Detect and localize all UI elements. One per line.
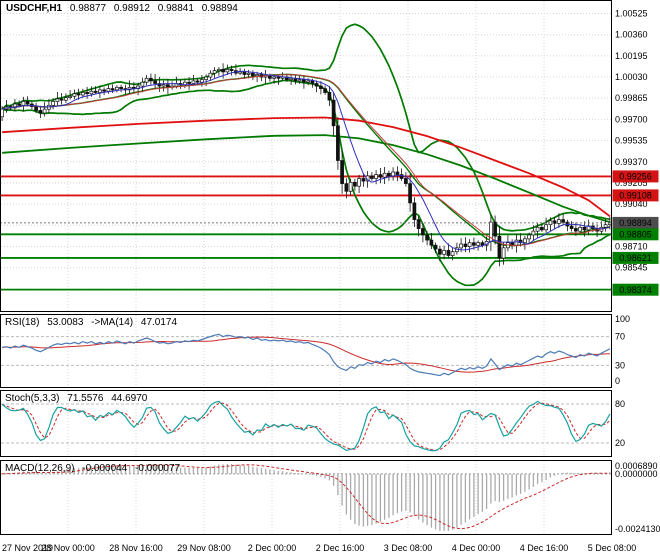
svg-text:0.99700: 0.99700 xyxy=(615,114,648,124)
time-axis-label: 4 Dec 16:00 xyxy=(519,543,569,553)
svg-text:0.98805: 0.98805 xyxy=(619,230,652,240)
svg-text:20: 20 xyxy=(615,438,625,448)
svg-text:1.00030: 1.00030 xyxy=(615,72,648,82)
svg-text:1.00195: 1.00195 xyxy=(615,51,648,61)
rsi-ma-name: ->MA(14) xyxy=(91,317,134,328)
macd-name: MACD(12,26,9) xyxy=(5,463,75,474)
svg-text:0.98621: 0.98621 xyxy=(619,253,652,263)
stoch-name: Stoch(5,3,3) xyxy=(5,393,60,404)
main-price-chart[interactable]: 1.00525 1.00360 1.00195 1.00030 0.99865 0.997… xyxy=(0,0,660,312)
stochastic-label: Stoch(5,3,3) 71.5576 44.6970 xyxy=(5,393,152,404)
time-axis-label: 28 Nov 16:00 xyxy=(109,543,163,553)
stoch-value: 71.5576 xyxy=(67,393,104,404)
svg-text:0.0006890: 0.0006890 xyxy=(615,461,658,471)
svg-text:0.98710: 0.98710 xyxy=(615,242,648,252)
rsi-series xyxy=(2,333,611,377)
time-axis[interactable]: 27 Nov 2019 28 Nov 00:00 28 Nov 16:00 29 No… xyxy=(0,536,660,560)
svg-text:30: 30 xyxy=(615,360,625,370)
main-plot-border xyxy=(0,0,612,312)
grid-vertical xyxy=(67,391,545,456)
svg-text:1.00525: 1.00525 xyxy=(615,9,648,19)
price-axis-labels[interactable]: 1.00525 1.00360 1.00195 1.00030 0.99865 0.997… xyxy=(615,9,648,294)
svg-text:0.99535: 0.99535 xyxy=(615,136,648,146)
quote-close: 0.98894 xyxy=(201,3,238,14)
svg-text:70: 70 xyxy=(615,332,625,342)
svg-text:80: 80 xyxy=(615,399,625,409)
fast-moving-averages xyxy=(1,70,611,251)
quote-low: 0.98841 xyxy=(157,3,194,14)
stoch-plot-border xyxy=(0,390,612,457)
time-axis-label: 2 Dec 00:00 xyxy=(247,543,297,553)
rsi-value: 53.0083 xyxy=(47,317,84,328)
svg-text:0.99370: 0.99370 xyxy=(615,157,648,167)
rsi-label: RSI(18) 53.0083 ->MA(14) 47.0174 xyxy=(5,317,182,328)
svg-text:100: 100 xyxy=(615,314,630,324)
svg-text:0.99108: 0.99108 xyxy=(619,191,652,201)
svg-text:0.98374: 0.98374 xyxy=(619,285,652,295)
grid-vertical xyxy=(67,461,545,534)
macd-value: -0.000044 xyxy=(82,463,128,474)
chart-title: USDCHF,H1 0.98877 0.98912 0.98841 0.9889… xyxy=(6,3,243,14)
svg-text:0.99256: 0.99256 xyxy=(619,172,652,182)
svg-text:0.99040: 0.99040 xyxy=(615,199,648,209)
rsi-axis-labels[interactable]: 100 70 30 0 xyxy=(615,314,630,386)
svg-text:0.98545: 0.98545 xyxy=(615,263,648,273)
candlestick-series[interactable] xyxy=(0,63,612,267)
macd-plot-border xyxy=(0,460,612,535)
time-axis-label: 3 Dec 08:00 xyxy=(383,543,433,553)
svg-text:0.99865: 0.99865 xyxy=(615,93,648,103)
rsi-plot-border xyxy=(0,314,612,388)
svg-text:0: 0 xyxy=(615,376,620,386)
time-axis-label: 2 Dec 16:00 xyxy=(315,543,365,553)
grid xyxy=(1,1,611,311)
time-axis-label: 5 Dec 08:00 xyxy=(587,543,637,553)
stoch-axis-labels[interactable]: 80 20 xyxy=(615,399,625,448)
support-resistance-lines[interactable] xyxy=(0,175,612,291)
time-axis-label: 28 Nov 00:00 xyxy=(41,543,95,553)
svg-text:0.98894: 0.98894 xyxy=(619,218,652,228)
svg-text:0.0000000: 0.0000000 xyxy=(615,469,658,479)
stochastic-series xyxy=(1,400,611,452)
time-axis-label: 29 Nov 08:00 xyxy=(177,543,231,553)
macd-signal xyxy=(2,464,610,530)
stochastic-panel[interactable]: 80 20 xyxy=(0,390,660,457)
macd-label: MACD(12,26,9) -0.000044 -0.000077 xyxy=(5,463,185,474)
time-axis-label: 27 Nov 2019 xyxy=(2,543,54,553)
macd-histogram xyxy=(5,464,611,531)
stoch-signal-value: 44.6970 xyxy=(111,393,148,404)
price-badges: 0.99256 0.99108 0.98894 0.98805 0.98621 0.983… xyxy=(612,170,659,296)
svg-text:1.00360: 1.00360 xyxy=(615,30,648,40)
rsi-panel[interactable]: 100 70 30 0 xyxy=(0,314,660,388)
time-axis-label: 4 Dec 00:00 xyxy=(451,543,501,553)
svg-text:-0.0024130: -0.0024130 xyxy=(615,524,660,534)
rsi-ma-value: 47.0174 xyxy=(140,317,178,328)
grid-vertical xyxy=(67,315,545,387)
svg-text:0.99205: 0.99205 xyxy=(615,178,648,188)
quote-high: 0.98912 xyxy=(113,3,150,14)
symbol-timeframe: USDCHF,H1 xyxy=(6,3,63,14)
quote-open: 0.98877 xyxy=(69,3,107,14)
bollinger-bands xyxy=(1,23,611,287)
slow-moving-averages xyxy=(2,116,611,223)
macd-signal-value: -0.000077 xyxy=(135,463,181,474)
rsi-name: RSI(18) xyxy=(5,317,40,328)
